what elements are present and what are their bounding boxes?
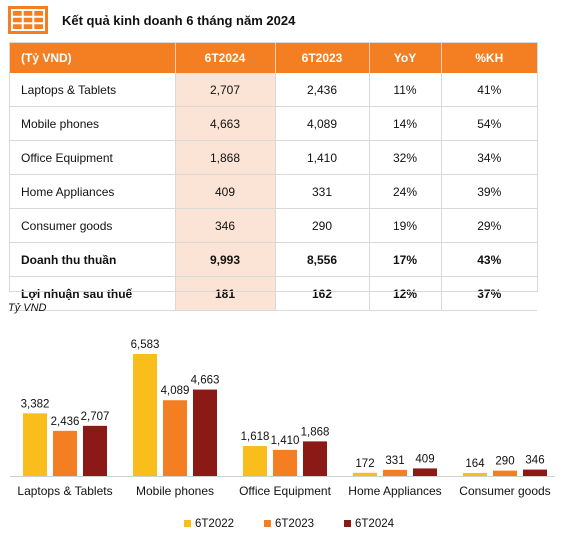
data-label: 1,868 — [301, 426, 330, 438]
cell-6t2024: 346 — [175, 208, 276, 243]
cell-6t2024: 409 — [175, 174, 276, 209]
cell-6t2024: 181 — [175, 276, 276, 311]
cell-6t2023: 331 — [275, 174, 370, 209]
data-label: 2,707 — [81, 411, 110, 423]
category-label: Laptops & Tablets — [17, 484, 112, 498]
col-header-unit: (Tỷ VND) — [9, 42, 176, 73]
bar-6t2022-3 — [353, 472, 377, 476]
cell-kh: 41% — [441, 73, 537, 107]
cell-6t2024: 9,993 — [175, 242, 276, 277]
legend-label-6t2024: 6T2024 — [355, 518, 395, 530]
bar-6t2024-3 — [413, 468, 437, 476]
category-label: Office Equipment — [239, 484, 331, 498]
data-label: 409 — [415, 453, 434, 465]
bar-6t2022-4 — [463, 472, 487, 476]
table-row: Laptops & Tablets 2,707 2,436 11% 41% — [9, 73, 537, 107]
bar-6t2023-3 — [383, 469, 407, 476]
bar-6t2024-4 — [523, 469, 547, 476]
cell-kh: 34% — [441, 140, 537, 175]
cell-yoy: 14% — [369, 106, 442, 141]
bar-6t2023-4 — [493, 470, 517, 476]
table-header-row: (Tỷ VND) 6T2024 6T2023 YoY %KH — [9, 42, 537, 73]
title-row: Kết quả kinh doanh 6 tháng năm 2024 — [8, 6, 295, 34]
cell-6t2024: 2,707 — [175, 73, 276, 107]
table-grid-icon — [8, 6, 48, 34]
category-label: Consumer goods — [459, 484, 550, 498]
legend-label-6t2022: 6T2022 — [195, 518, 234, 530]
data-label: 6,583 — [131, 339, 160, 351]
table-row: Home Appliances 409 331 24% 39% — [9, 174, 537, 209]
data-label: 1,618 — [241, 431, 270, 443]
bar-6t2024-0 — [83, 425, 107, 476]
data-label: 4,663 — [191, 375, 220, 387]
data-label: 164 — [465, 458, 485, 470]
cell-kh: 29% — [441, 208, 537, 243]
cell-6t2023: 290 — [275, 208, 370, 243]
cell-6t2024: 1,868 — [175, 140, 276, 175]
row-label: Home Appliances — [9, 174, 176, 209]
results-table: (Tỷ VND) 6T2024 6T2023 YoY %KH Laptops &… — [9, 42, 537, 311]
cell-6t2023: 2,436 — [275, 73, 370, 107]
data-label: 290 — [495, 456, 514, 468]
cell-yoy: 24% — [369, 174, 442, 209]
legend-swatch-6t2022 — [184, 520, 191, 527]
bar-6t2023-2 — [273, 449, 297, 476]
cell-6t2024: 4,663 — [175, 106, 276, 141]
row-label: Consumer goods — [9, 208, 176, 243]
col-header-yoy: YoY — [369, 42, 442, 73]
table-row: Lợi nhuận sau thuế 181 162 12% 37% — [9, 276, 537, 311]
data-label: 331 — [385, 455, 404, 467]
cell-6t2023: 1,410 — [275, 140, 370, 175]
cell-yoy: 19% — [369, 208, 442, 243]
cell-6t2023: 162 — [275, 276, 370, 311]
category-label: Mobile phones — [136, 484, 214, 498]
legend-label-6t2023: 6T2023 — [275, 518, 314, 530]
table-row: Office Equipment 1,868 1,410 32% 34% — [9, 140, 537, 175]
cell-kh: 43% — [441, 242, 537, 277]
bar-6t2023-1 — [163, 400, 187, 476]
row-label: Doanh thu thuần — [9, 242, 176, 277]
cell-kh: 37% — [441, 276, 537, 311]
cell-yoy: 12% — [369, 276, 442, 311]
data-label: 3,382 — [21, 398, 50, 410]
row-label: Laptops & Tablets — [9, 73, 176, 107]
data-label: 1,410 — [271, 435, 300, 447]
bar-6t2022-0 — [23, 413, 47, 476]
bar-6t2022-2 — [243, 446, 267, 476]
table-row: Mobile phones 4,663 4,089 14% 54% — [9, 106, 537, 141]
table-row: Doanh thu thuần 9,993 8,556 17% 43% — [9, 242, 537, 277]
cell-6t2023: 8,556 — [275, 242, 370, 277]
data-label: 2,436 — [51, 416, 80, 428]
col-header-6t2024: 6T2024 — [175, 42, 276, 73]
row-label: Mobile phones — [9, 106, 176, 141]
legend-swatch-6t2024 — [344, 520, 351, 527]
row-label: Lợi nhuận sau thuế — [9, 276, 176, 311]
category-label: Home Appliances — [348, 484, 441, 498]
cell-6t2023: 4,089 — [275, 106, 370, 141]
cell-yoy: 32% — [369, 140, 442, 175]
legend-swatch-6t2023 — [264, 520, 271, 527]
chart-unit-label: Tỷ VND — [8, 302, 47, 314]
table-row: Consumer goods 346 290 19% 29% — [9, 208, 537, 243]
row-label: Office Equipment — [9, 140, 176, 175]
table-body: Laptops & Tablets 2,707 2,436 11% 41% Mobile … — [9, 73, 537, 311]
bar-6t2022-1 — [133, 354, 157, 476]
bar-6t2024-1 — [193, 389, 217, 476]
data-label: 346 — [525, 455, 544, 467]
col-header-kh: %KH — [441, 42, 537, 73]
bar-6t2024-2 — [303, 441, 327, 476]
cell-kh: 54% — [441, 106, 537, 141]
data-label: 172 — [355, 458, 374, 470]
cell-kh: 39% — [441, 174, 537, 209]
page-title: Kết quả kinh doanh 6 tháng năm 2024 — [62, 12, 296, 28]
data-label: 4,089 — [161, 385, 190, 397]
cell-yoy: 17% — [369, 242, 442, 277]
cell-yoy: 11% — [369, 73, 442, 107]
col-header-6t2023: 6T2023 — [275, 42, 370, 73]
bar-6t2023-0 — [53, 430, 77, 476]
